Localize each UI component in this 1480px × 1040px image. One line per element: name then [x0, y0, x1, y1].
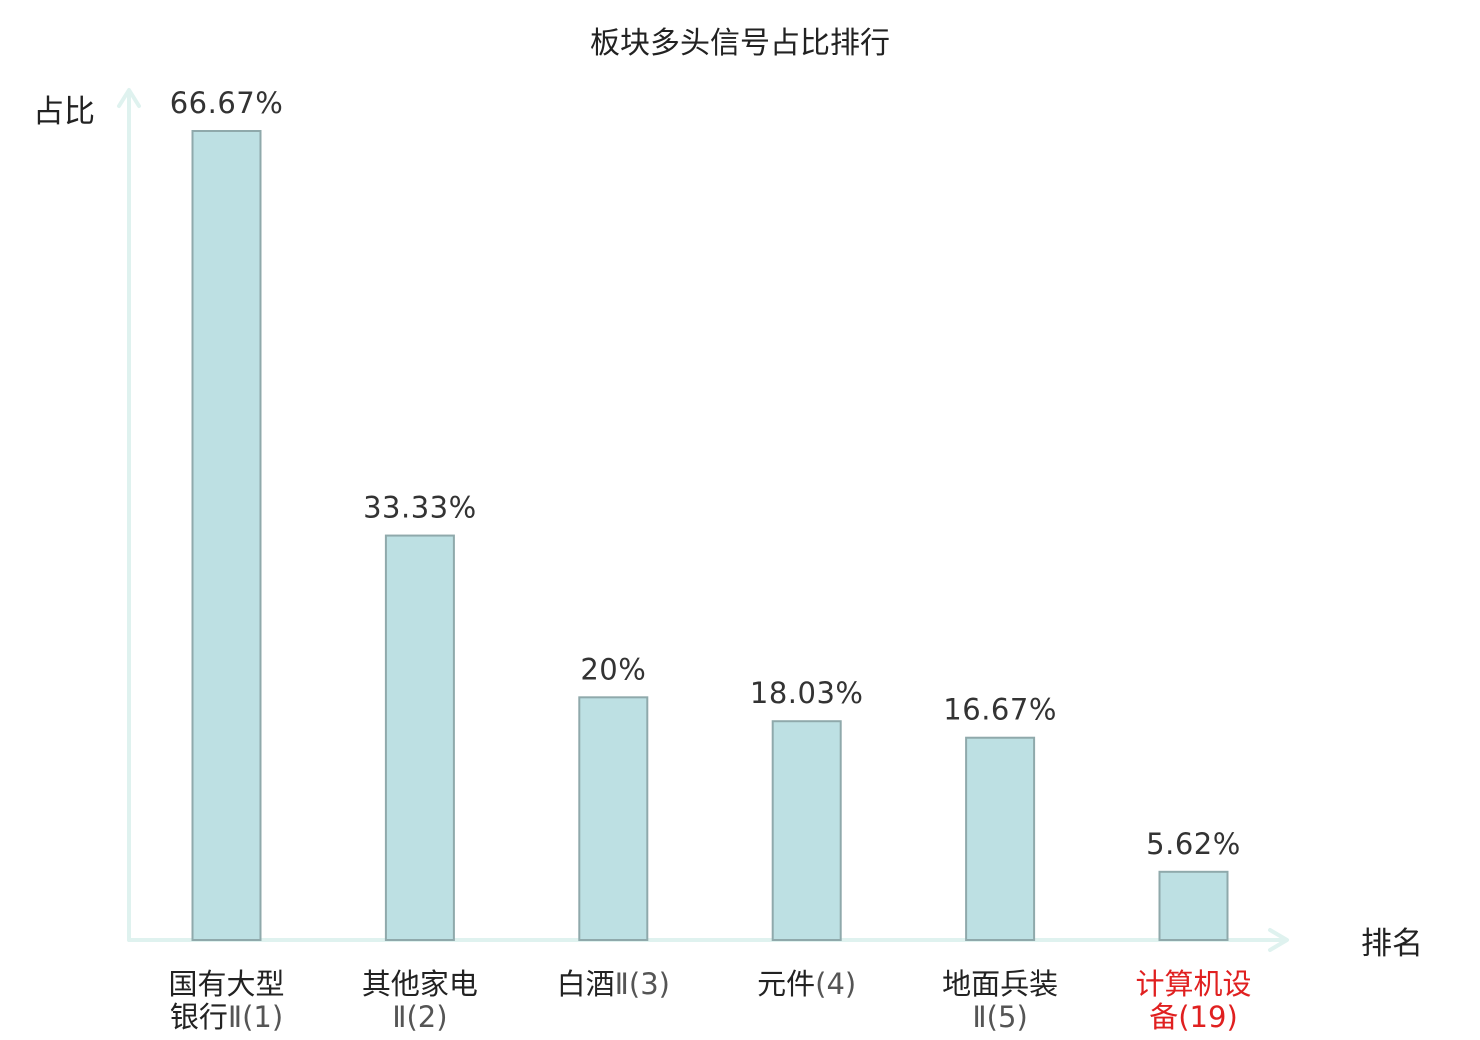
y-axis-label: 占比 [33, 94, 95, 130]
category-label: Ⅱ(5) [972, 1000, 1027, 1034]
bar [191, 130, 262, 941]
category-label: 计算机设 [1135, 967, 1251, 1001]
bar [965, 736, 1036, 941]
category-label: 白酒Ⅱ(3) [557, 967, 670, 1001]
data-label: 33.33% [363, 491, 477, 525]
data-label: 5.62% [1146, 827, 1241, 861]
x-axis-label: 排名 [1361, 926, 1423, 962]
bar [578, 696, 649, 941]
category-label: 银行Ⅱ(1) [170, 1000, 283, 1034]
category-label: 其他家电 [362, 967, 478, 1001]
bar [384, 534, 455, 941]
category-label: 备(19) [1149, 1000, 1238, 1034]
data-label: 20% [580, 652, 646, 686]
x-axis-arrow [1268, 928, 1289, 952]
bar [1158, 870, 1229, 941]
category-label: 元件(4) [757, 967, 856, 1001]
chart-title: 板块多头信号占比排行 [590, 26, 890, 61]
data-label: 18.03% [750, 676, 864, 710]
category-label: Ⅱ(2) [392, 1000, 447, 1034]
data-label: 66.67% [170, 86, 284, 120]
category-label: 国有大型 [168, 967, 284, 1001]
category-label: 地面兵装 [942, 967, 1058, 1001]
bar [771, 720, 842, 942]
data-label: 16.67% [943, 693, 1057, 727]
